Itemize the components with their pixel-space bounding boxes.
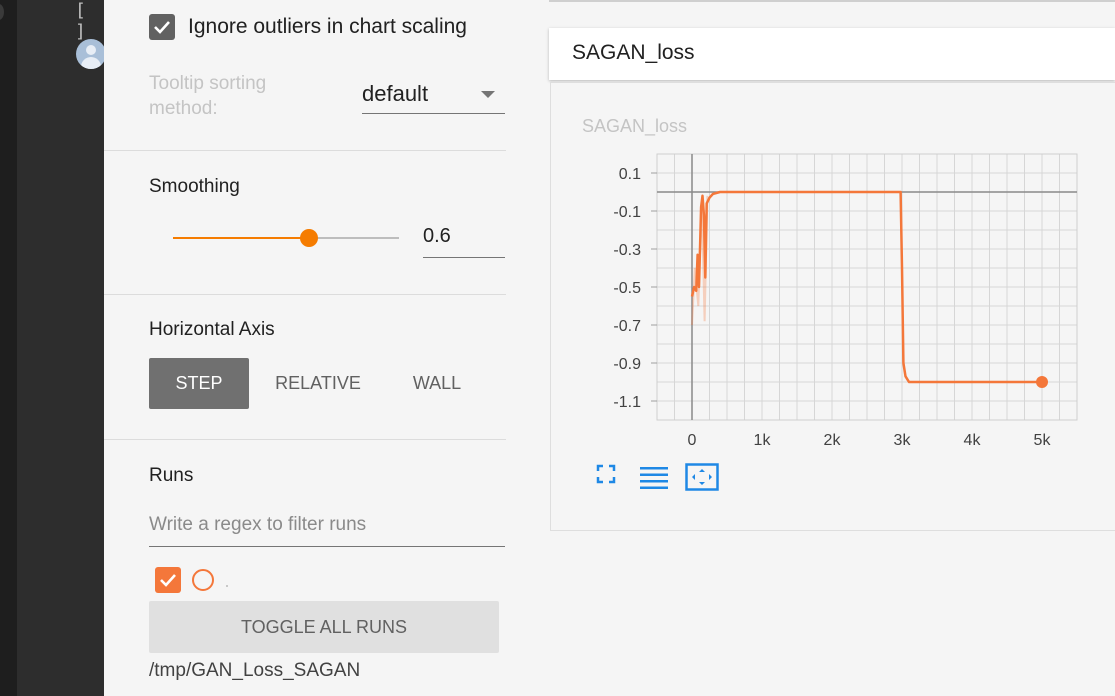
fit-domain-icon[interactable] (685, 463, 719, 491)
dropdown-arrow-icon (481, 91, 495, 98)
avatar-body (81, 57, 101, 69)
ignore-outliers-label: Ignore outliers in chart scaling (188, 15, 467, 38)
chart-title: SAGAN_loss (582, 116, 688, 136)
axis-step-button[interactable]: STEP (149, 358, 249, 409)
outer-rail (0, 0, 17, 696)
checkmark-icon (154, 21, 170, 34)
checkmark-icon (160, 574, 176, 587)
y-tick-label: -0.9 (613, 356, 641, 373)
section-divider (104, 294, 506, 295)
previous-card-edge (549, 0, 1115, 2)
tooltip-sorting-label: Tooltip sorting method: (149, 73, 267, 119)
x-tick-label: 5k (1034, 432, 1052, 449)
section-divider (104, 150, 506, 151)
run-path-label: /tmp/GAN_Loss_SAGAN (149, 660, 361, 681)
series-line (690, 190, 1042, 384)
runs-filter-input[interactable]: Write a regex to filter runs (149, 510, 505, 547)
chart-plot[interactable]: 0 1k 2k 3k 4k 5k 0.1 -0.1 -0.3 -0.5 -0.7 -0.9 -1.1 (551, 83, 1115, 532)
chart-card: SAGAN_loss 0 1k 2k 3k 4k 5k 0.1 -0.1 -0.3 -0.5 -0.… (550, 82, 1115, 531)
settings-sidebar: Ignore outliers in chart scaling Tooltip… (104, 0, 506, 696)
smoothing-slider[interactable] (173, 229, 399, 247)
run-item[interactable] (155, 567, 228, 593)
section-divider (104, 439, 506, 440)
y-tick-label: -0.1 (613, 204, 641, 221)
card-header[interactable]: SAGAN_loss (549, 28, 1115, 80)
x-tick-label: 3k (894, 432, 912, 449)
run-label-dot (226, 585, 228, 587)
y-tick-label: -0.3 (613, 242, 641, 259)
log-scale-lines-icon[interactable] (640, 466, 668, 490)
y-tick-label: -0.7 (613, 318, 641, 335)
smoothing-slider-thumb[interactable] (299, 229, 318, 247)
avatar-head (86, 45, 96, 55)
smoothing-title: Smoothing (149, 176, 240, 197)
x-tick-label: 1k (754, 432, 772, 449)
horizontal-axis-title: Horizontal Axis (149, 319, 275, 340)
y-tick-label: -0.5 (613, 280, 641, 297)
activity-rail: [ ] (17, 0, 106, 696)
x-tick-label: 2k (824, 432, 842, 449)
rail-handle[interactable] (0, 4, 4, 20)
ignore-outliers-checkbox[interactable] (149, 14, 175, 40)
run-color-radio[interactable] (192, 569, 214, 591)
series-last-point (1036, 376, 1048, 388)
y-tick-label: 0.1 (619, 166, 641, 183)
toggle-all-runs-button[interactable]: TOGGLE ALL RUNS (149, 601, 499, 653)
runs-title: Runs (149, 465, 194, 486)
tooltip-sorting-value: default (362, 81, 429, 106)
smoothing-slider-fill (173, 237, 309, 239)
x-tick-label: 0 (688, 432, 697, 449)
fullscreen-icon[interactable] (596, 464, 616, 484)
y-tick-label: -1.1 (613, 394, 641, 411)
brackets-icon[interactable]: [ ] (75, 0, 90, 42)
card-header-title: SAGAN_loss (572, 41, 695, 64)
axis-wall-button[interactable]: WALL (412, 373, 462, 393)
axis-relative-button[interactable]: RELATIVE (275, 373, 361, 393)
tooltip-sorting-select[interactable]: default (362, 78, 505, 114)
ignore-outliers-row[interactable]: Ignore outliers in chart scaling (149, 14, 467, 40)
x-tick-label: 4k (964, 432, 982, 449)
run-checkbox[interactable] (155, 567, 181, 593)
smoothing-value-input[interactable]: 0.6 (423, 217, 505, 258)
account-circle-icon[interactable] (76, 39, 106, 69)
